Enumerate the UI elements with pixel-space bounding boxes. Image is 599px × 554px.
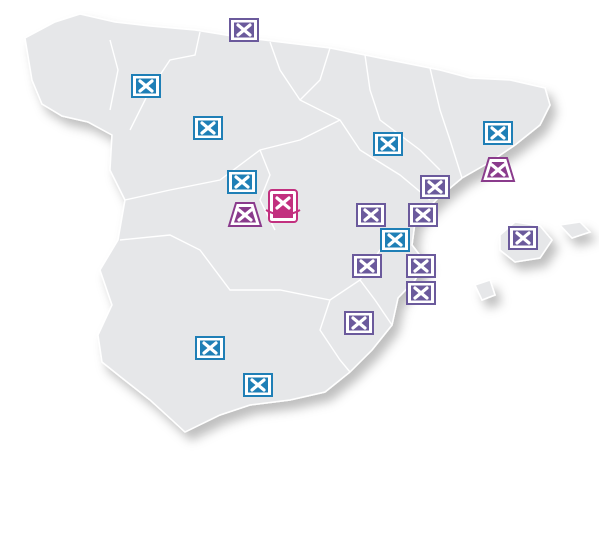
purple-marker [230,19,258,41]
border [259,149,276,231]
purple-marker [421,176,449,198]
purple-marker [407,282,435,304]
purple-marker [509,227,537,249]
blue-marker [194,117,222,139]
purple-marker [345,312,373,334]
border [129,31,201,131]
purple-marker [353,255,381,277]
blue-marker [374,133,402,155]
ibiza [473,279,496,301]
blue-marker [228,171,256,193]
border [429,67,463,179]
menorca [558,221,592,239]
border [359,279,393,326]
border [109,39,119,111]
blue-marker [484,122,512,144]
magenta-marker [266,190,300,222]
purple-marker [357,204,385,226]
border [299,47,331,101]
blue-marker [244,374,272,396]
blue-marker [381,229,409,251]
purple-marker [407,255,435,277]
border [364,54,441,171]
landmass [24,13,592,433]
border [319,299,351,373]
border [124,119,341,201]
blue-marker [196,337,224,359]
blue-marker [132,75,160,97]
purple-marker [409,204,437,226]
